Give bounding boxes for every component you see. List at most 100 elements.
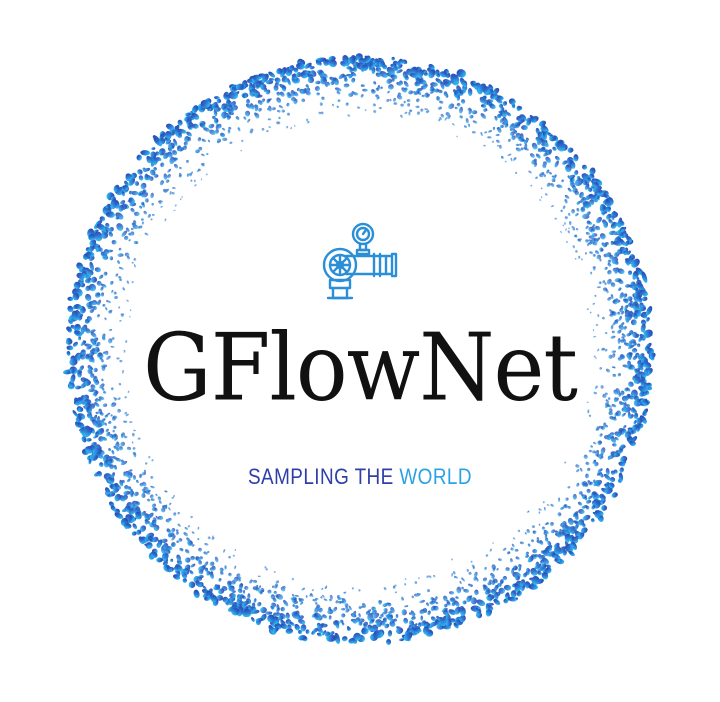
ring-dot <box>400 103 405 107</box>
ring-dot <box>487 595 495 601</box>
ring-dot <box>176 559 183 565</box>
ring-dot <box>530 539 534 543</box>
ring-dot <box>109 256 114 261</box>
ring-dot <box>77 313 84 318</box>
ring-dot <box>488 130 492 133</box>
ring-dot <box>524 148 529 151</box>
ring-dot <box>300 624 307 632</box>
ring-dot <box>96 314 100 318</box>
ring-dot <box>583 454 588 460</box>
ring-dot <box>537 131 544 139</box>
ring-dot <box>105 428 109 433</box>
ring-dot <box>638 423 644 429</box>
ring-dot <box>609 432 615 436</box>
ring-dot <box>94 346 100 352</box>
ring-dot <box>372 58 379 64</box>
ring-dot <box>399 58 404 64</box>
ring-dot <box>246 78 254 84</box>
ring-dot <box>105 307 108 311</box>
ring-dot <box>510 157 513 162</box>
ring-dot <box>363 623 367 629</box>
ring-dot <box>274 585 278 589</box>
ring-dot <box>254 104 259 109</box>
ring-dot <box>596 473 600 476</box>
ring-dot <box>100 286 104 291</box>
ring-dot <box>630 339 636 344</box>
ring-dot <box>373 630 384 639</box>
ring-dot <box>426 575 429 578</box>
ring-dot <box>602 393 607 398</box>
ring-dot <box>150 485 155 489</box>
ring-dot <box>548 171 552 175</box>
ring-dot <box>575 469 580 473</box>
ring-dot <box>498 144 502 149</box>
ring-dot <box>144 232 149 236</box>
ring-dot <box>619 239 626 246</box>
ring-dot <box>364 109 367 112</box>
ring-dot <box>125 340 128 344</box>
ring-dot <box>618 217 623 227</box>
ring-dot <box>649 352 656 359</box>
ring-dot <box>234 549 237 551</box>
ring-dot <box>184 527 188 530</box>
ring-dot <box>133 491 139 497</box>
ring-dot <box>473 571 478 578</box>
ring-dot <box>625 313 633 322</box>
ring-dot <box>647 382 652 388</box>
ring-dot <box>298 634 307 641</box>
ring-dot <box>70 324 76 329</box>
ring-dot <box>383 587 387 591</box>
ring-dot <box>579 467 583 472</box>
ring-dot <box>118 204 124 212</box>
ring-dot <box>593 441 597 445</box>
ring-dot <box>641 271 648 283</box>
ring-dot <box>261 127 265 131</box>
ring-dot <box>572 185 576 190</box>
ring-dot <box>235 83 244 91</box>
ring-dot <box>363 55 371 64</box>
ring-dot <box>291 74 298 80</box>
ring-dot <box>110 345 115 348</box>
ring-dot <box>186 131 192 137</box>
ring-dot <box>488 579 492 584</box>
ring-dot <box>617 311 621 315</box>
ring-dot <box>375 66 382 73</box>
ring-dot <box>515 147 521 152</box>
ring-dot <box>542 501 545 504</box>
ring-dot <box>195 581 202 587</box>
ring-dot <box>527 543 531 547</box>
ring-dot <box>480 113 487 119</box>
ring-dot <box>632 271 639 279</box>
ring-dot <box>586 177 592 183</box>
ring-dot <box>129 309 132 312</box>
ring-dot <box>281 75 288 83</box>
ring-dot <box>89 309 94 313</box>
ring-dot <box>467 107 471 111</box>
ring-dot <box>249 82 253 90</box>
ring-dot <box>358 606 362 610</box>
ring-dot <box>360 94 364 98</box>
ring-dot <box>322 594 325 598</box>
ring-dot <box>585 225 589 230</box>
ring-dot <box>444 117 448 121</box>
ring-dot <box>562 524 569 530</box>
ring-dot <box>187 525 190 528</box>
ring-dot <box>105 204 111 209</box>
ring-dot <box>564 199 568 204</box>
ring-dot <box>200 178 203 181</box>
ring-dot <box>560 230 563 234</box>
ring-dot <box>436 615 441 621</box>
ring-dot <box>333 606 338 612</box>
ring-dot <box>177 511 181 515</box>
ring-dot <box>128 232 132 236</box>
ring-dot <box>246 99 250 105</box>
ring-dot <box>641 296 648 302</box>
ring-dot <box>452 571 456 575</box>
ring-dot <box>639 306 647 312</box>
ring-dot <box>232 554 235 557</box>
ring-dot <box>379 70 388 78</box>
ring-dot <box>275 580 280 584</box>
ring-dot <box>358 589 361 592</box>
ring-dot <box>459 77 467 87</box>
ring-dot <box>504 160 507 163</box>
